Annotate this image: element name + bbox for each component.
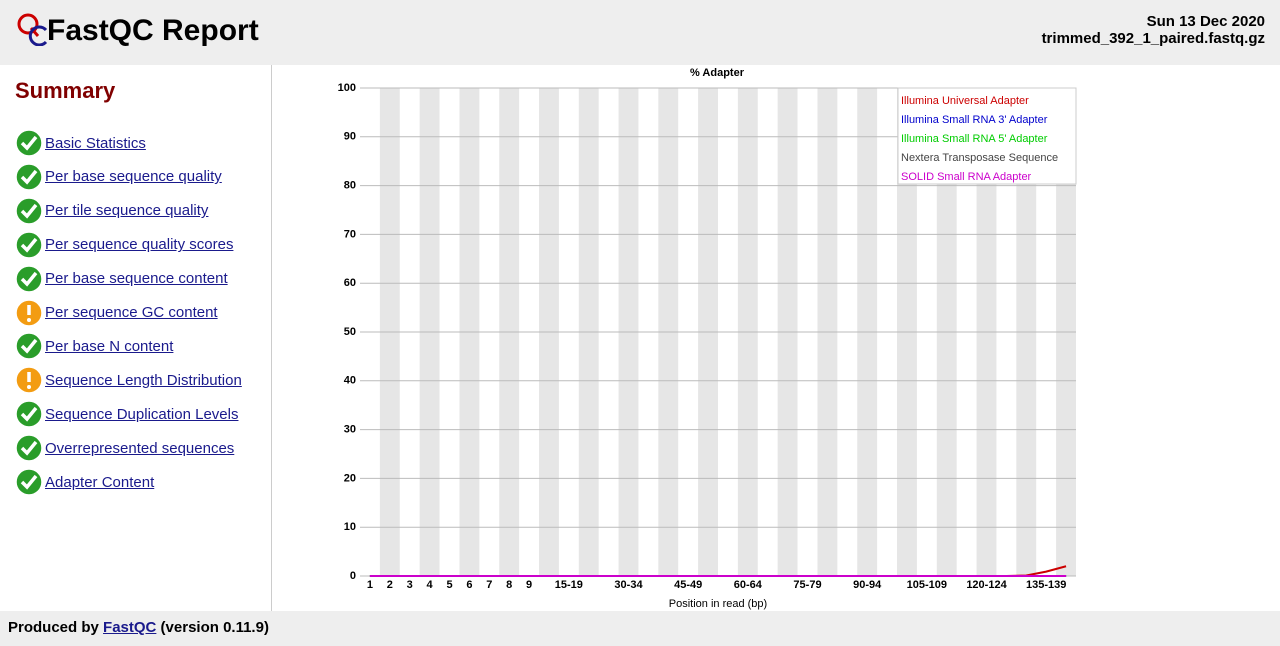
x-tick-label: 4 — [427, 579, 434, 591]
summary-item: Overrepresented sequences — [15, 433, 234, 463]
icon-check — [20, 271, 38, 287]
x-tick-label: 2 — [387, 579, 393, 591]
x-tick-label: 6 — [466, 579, 472, 591]
legend-entry: Illumina Universal Adapter — [901, 95, 1029, 107]
x-axis-title: Position in read (bp) — [669, 598, 767, 610]
y-tick-label: 70 — [344, 228, 356, 240]
status-icon — [15, 366, 43, 395]
icon-check — [20, 169, 38, 185]
icon-check — [20, 407, 38, 422]
chart-title: % Adapter — [690, 67, 745, 79]
x-tick-label: 15-19 — [555, 579, 583, 591]
summary-item: Per sequence quality scores — [15, 230, 233, 260]
header: FastQC Report Sun 13 Dec 2020 trimmed_39… — [0, 0, 1280, 65]
x-tick-label: 120-124 — [966, 579, 1007, 591]
icon-check — [20, 440, 38, 456]
x-tick-label: 90-94 — [853, 579, 882, 591]
x-tick-label: 60-64 — [734, 579, 763, 591]
summary-item: Sequence Length Distribution — [15, 365, 242, 395]
summary-item: Sequence Duplication Levels — [15, 399, 238, 429]
x-tick-label: 5 — [446, 579, 452, 591]
footer-suffix: (version 0.11.9) — [160, 619, 269, 636]
y-tick-label: 60 — [344, 277, 356, 289]
status-icon — [15, 264, 43, 293]
y-tick-label: 50 — [344, 326, 356, 338]
x-tick-label: 30-34 — [614, 579, 643, 591]
chart: % Adapter Position in read (bp) 0 10 20 30 4… — [338, 67, 1077, 610]
legend-box — [897, 87, 1077, 185]
report-title: FastQC Report — [47, 14, 259, 47]
x-tick-label: 3 — [407, 579, 413, 591]
status-icon — [15, 468, 43, 496]
summary-item: Per tile sequence quality — [15, 196, 208, 226]
summary-link[interactable]: Sequence Duplication Levels — [45, 405, 239, 423]
summary-link[interactable]: Sequence Length Distribution — [45, 371, 242, 389]
status-icon — [15, 298, 43, 327]
x-tick-label: 7 — [486, 579, 492, 591]
report-date: Sun 13 Dec 2020 — [1146, 13, 1265, 30]
summary-link[interactable]: Overrepresented sequences — [45, 439, 235, 457]
icon-check — [20, 203, 38, 219]
y-tick-label: 100 — [338, 82, 356, 94]
status-icon — [15, 129, 43, 157]
x-tick-label: 105-109 — [907, 579, 947, 591]
status-icon — [15, 434, 43, 462]
icon-dot — [27, 317, 31, 322]
summary-link[interactable]: Per sequence GC content — [45, 304, 218, 321]
legend-entry: SOLID Small RNA Adapter — [901, 171, 1032, 183]
summary-link[interactable]: Per base sequence content — [45, 270, 228, 288]
x-tick-label: 9 — [526, 579, 532, 591]
summary-item: Per base sequence quality — [15, 162, 222, 192]
y-tick-label: 40 — [344, 375, 356, 387]
summary-link[interactable]: Per base N content — [45, 337, 174, 355]
summary-title: Summary — [15, 78, 116, 103]
logo — [17, 13, 48, 46]
summary-item: Per base sequence content — [15, 264, 228, 294]
status-icon — [15, 230, 43, 259]
summary-link[interactable]: Per sequence quality scores — [45, 236, 234, 254]
x-tick-label: 8 — [506, 579, 512, 591]
icon-check — [20, 135, 38, 151]
status-icon — [15, 400, 43, 428]
summary-link[interactable]: Basic Statistics — [45, 134, 146, 152]
legend-entry: Illumina Small RNA 3' Adapter — [901, 114, 1048, 126]
file-name: trimmed_392_1_paired.fastq.gz — [1041, 30, 1265, 47]
y-tick-label: 20 — [344, 472, 356, 484]
summary-item: Adapter Content — [15, 467, 154, 497]
icon-check — [20, 339, 38, 354]
y-tick-label: 10 — [344, 521, 356, 533]
summary-item: Basic Statistics — [15, 128, 146, 158]
status-icon — [15, 332, 43, 361]
summary-link[interactable]: Per base sequence quality — [45, 168, 222, 186]
footer-prefix: Produced by — [8, 619, 99, 636]
footer-link[interactable]: FastQC — [103, 619, 157, 636]
icon-check — [20, 474, 38, 490]
icon-check — [20, 237, 38, 253]
x-tick-label: 75-79 — [793, 579, 821, 591]
legend-entry: Nextera Transposase Sequence — [901, 152, 1058, 164]
sidebar: Summary Basic Statistics Per base sequenc… — [0, 65, 272, 611]
summary-item: Per sequence GC content — [15, 298, 218, 328]
icon-dot — [27, 385, 31, 390]
status-icon — [15, 163, 43, 191]
y-tick-label: 80 — [344, 180, 356, 192]
y-tick-label: 0 — [350, 570, 356, 582]
status-icon — [15, 197, 43, 225]
y-tick-label: 30 — [344, 424, 356, 436]
summary-item: Per base N content — [15, 331, 173, 361]
y-tick-label: 90 — [344, 131, 356, 143]
x-tick-label: 45-49 — [674, 579, 702, 591]
x-tick-label: 135-139 — [1026, 579, 1066, 591]
x-tick-label: 1 — [367, 579, 373, 591]
summary-link[interactable]: Adapter Content — [45, 473, 155, 491]
summary-link[interactable]: Per tile sequence quality — [45, 202, 209, 220]
footer: Produced by FastQC (version 0.11.9) — [0, 611, 1280, 646]
legend-entry: Illumina Small RNA 5' Adapter — [901, 133, 1048, 145]
